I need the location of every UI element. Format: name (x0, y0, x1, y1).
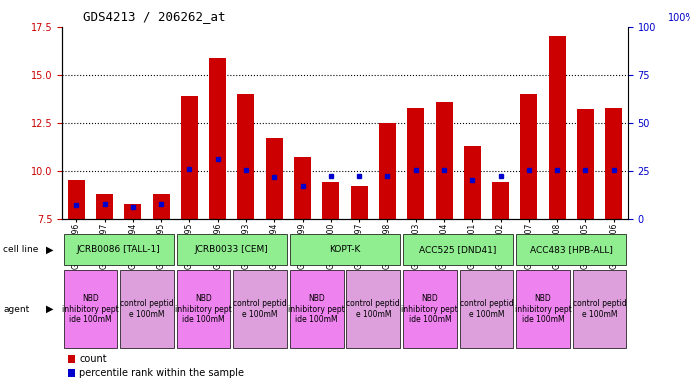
Text: NBD
inhibitory pept
ide 100mM: NBD inhibitory pept ide 100mM (515, 294, 571, 324)
Bar (177, 270, 230, 348)
Text: ACC483 [HPB-ALL]: ACC483 [HPB-ALL] (530, 245, 613, 254)
Bar (577, 109, 594, 219)
Text: control peptid
e 100mM: control peptid e 100mM (573, 300, 627, 319)
Bar (68, 180, 85, 219)
Text: ACC525 [DND41]: ACC525 [DND41] (420, 245, 497, 254)
Bar (403, 270, 457, 348)
Bar (290, 234, 400, 265)
Bar (124, 204, 141, 219)
Text: count: count (79, 354, 107, 364)
Text: ▶: ▶ (46, 304, 53, 314)
Bar (379, 123, 396, 219)
Text: JCRB0086 [TALL-1]: JCRB0086 [TALL-1] (77, 245, 161, 254)
Bar (516, 270, 570, 348)
Bar (120, 270, 174, 348)
Text: control peptid
e 100mM: control peptid e 100mM (460, 300, 513, 319)
Text: cell line: cell line (3, 245, 39, 254)
Text: NBD
inhibitory pept
ide 100mM: NBD inhibitory pept ide 100mM (288, 294, 345, 324)
Text: NBD
inhibitory pept
ide 100mM: NBD inhibitory pept ide 100mM (175, 294, 232, 324)
Text: control peptid
e 100mM: control peptid e 100mM (346, 300, 400, 319)
Bar (460, 270, 513, 348)
Bar (573, 270, 627, 348)
Bar (492, 182, 509, 219)
Bar (435, 102, 453, 219)
Bar (181, 96, 198, 219)
Text: control peptid
e 100mM: control peptid e 100mM (120, 300, 174, 319)
Text: NBD
inhibitory pept
ide 100mM: NBD inhibitory pept ide 100mM (62, 294, 119, 324)
Bar (516, 234, 627, 265)
Bar (464, 146, 481, 219)
Bar (152, 194, 170, 219)
Bar (266, 138, 283, 219)
Bar (346, 270, 400, 348)
Text: KOPT-K: KOPT-K (329, 245, 361, 254)
Bar (68, 355, 75, 363)
Bar (177, 234, 287, 265)
Bar (96, 194, 113, 219)
Text: ▶: ▶ (46, 245, 53, 255)
Text: NBD
inhibitory pept
ide 100mM: NBD inhibitory pept ide 100mM (402, 294, 458, 324)
Bar (209, 58, 226, 219)
Bar (322, 182, 339, 219)
Bar (63, 270, 117, 348)
Bar (290, 270, 344, 348)
Bar (403, 234, 513, 265)
Bar (294, 157, 311, 219)
Bar (351, 186, 368, 219)
Bar (233, 270, 287, 348)
Text: JCRB0033 [CEM]: JCRB0033 [CEM] (195, 245, 268, 254)
Text: percentile rank within the sample: percentile rank within the sample (79, 368, 244, 378)
Bar (237, 94, 255, 219)
Bar (549, 36, 566, 219)
Bar (68, 369, 75, 377)
Bar (520, 94, 538, 219)
Text: GDS4213 / 206262_at: GDS4213 / 206262_at (83, 10, 226, 23)
Bar (605, 108, 622, 219)
Bar (407, 108, 424, 219)
Text: control peptid
e 100mM: control peptid e 100mM (233, 300, 287, 319)
Bar (63, 234, 174, 265)
Text: 100%: 100% (667, 13, 690, 23)
Text: agent: agent (3, 305, 30, 314)
